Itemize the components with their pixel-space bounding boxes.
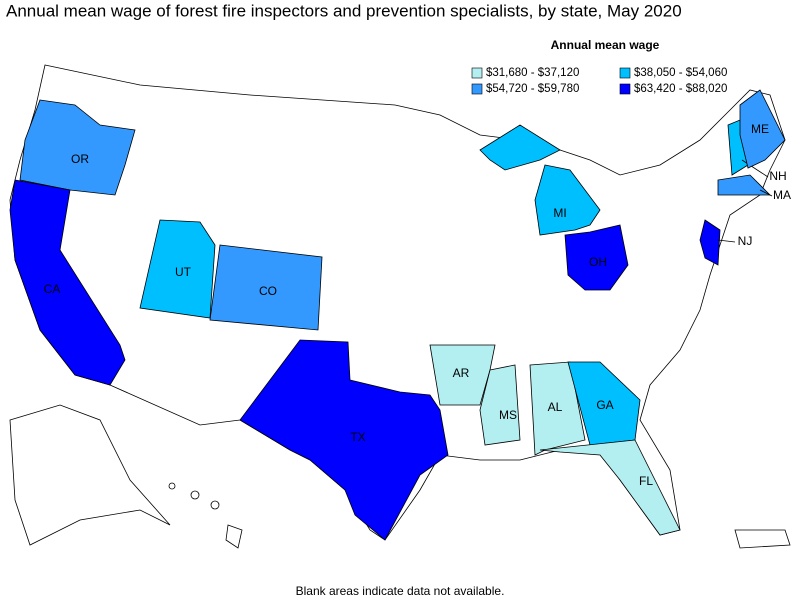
state-shape xyxy=(429,344,496,406)
legend-label: $31,680 - $37,120 xyxy=(486,67,579,79)
note: Blank areas indicate data not available. xyxy=(296,584,505,598)
leader-line xyxy=(759,189,773,197)
legend-title: Annual mean wage xyxy=(551,38,660,52)
title: Annual mean wage of forest fire inspecto… xyxy=(6,1,682,20)
state-label: CO xyxy=(259,284,277,298)
state-label: FL xyxy=(639,474,653,488)
legend-label: $63,420 - $88,020 xyxy=(634,83,727,95)
state-shape xyxy=(139,219,216,319)
state-shape xyxy=(717,174,771,196)
legend-label: $38,050 - $54,060 xyxy=(634,67,727,79)
state-label: OR xyxy=(71,152,89,166)
state-label: MS xyxy=(499,408,517,422)
state-label: MA xyxy=(773,188,791,202)
state-label: UT xyxy=(175,265,192,279)
legend-swatch xyxy=(619,67,631,79)
state-label: ME xyxy=(751,122,769,136)
legend-swatch xyxy=(471,67,483,79)
legend-swatch xyxy=(619,83,631,95)
state-label: TX xyxy=(350,430,365,444)
state-label: AR xyxy=(453,366,470,380)
state-shape xyxy=(479,364,521,446)
state-shape xyxy=(539,439,681,536)
state-shape xyxy=(209,244,323,331)
state-label: AL xyxy=(548,400,563,414)
hawaii xyxy=(168,482,243,549)
state-shape xyxy=(564,224,629,291)
state-shape xyxy=(699,219,721,266)
state-label: NJ xyxy=(738,234,753,248)
leader-line xyxy=(741,159,769,178)
state-label: GA xyxy=(596,398,613,412)
puerto-rico xyxy=(734,529,791,549)
state-shape xyxy=(529,361,586,456)
legend-label: $54,720 - $59,780 xyxy=(486,83,579,95)
state-label: CA xyxy=(44,282,61,296)
alaska xyxy=(9,404,171,546)
state-shape xyxy=(9,179,126,386)
state-label: MI xyxy=(553,206,566,220)
state-shape xyxy=(567,361,641,446)
state-label: OH xyxy=(589,255,607,269)
state-shape xyxy=(479,124,601,236)
state-shape xyxy=(739,89,786,169)
state-shape xyxy=(239,339,449,541)
state-shape xyxy=(19,99,136,196)
legend-swatch xyxy=(471,83,483,95)
leader-line xyxy=(717,239,736,243)
state-label: NH xyxy=(769,169,786,183)
